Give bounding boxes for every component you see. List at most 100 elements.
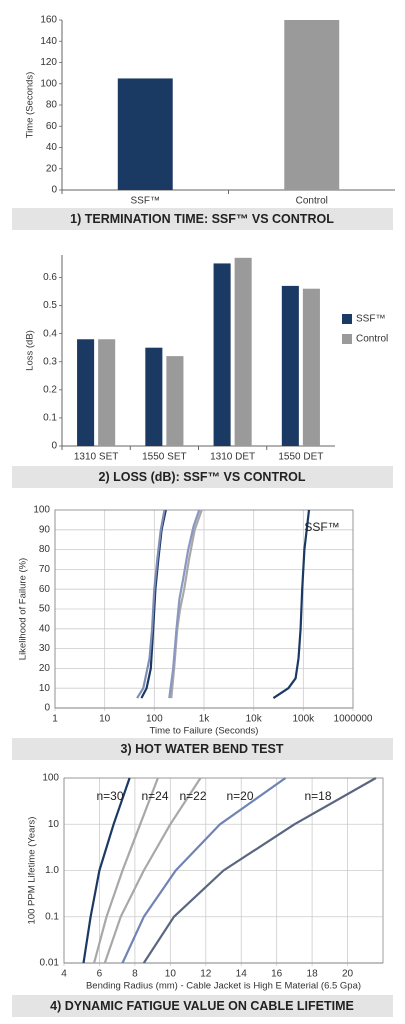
- y-tick-label: 0.1: [43, 413, 57, 424]
- y-tick-label: 0.2: [43, 384, 57, 395]
- data-line: [103, 777, 202, 964]
- data-line: [168, 509, 201, 699]
- y-tick-label: 140: [40, 36, 57, 47]
- caption-box: [12, 995, 393, 1017]
- bar: [77, 339, 95, 446]
- annotation: SSF™: [304, 520, 339, 534]
- x-tick-label: 1550 SET: [142, 452, 186, 463]
- caption-box: [12, 738, 393, 760]
- y-tick-label: 0: [51, 185, 57, 196]
- data-line: [142, 777, 377, 964]
- y-tick-label: 160: [40, 15, 57, 26]
- x-tick-label: 20: [342, 969, 354, 980]
- y-tick-label: 30: [39, 643, 51, 654]
- y-tick-label: 0.1: [45, 911, 59, 922]
- y-axis-label: Likelihood of Failure (%): [18, 558, 29, 660]
- x-tick-label: Control: [296, 196, 328, 207]
- bar: [234, 257, 252, 446]
- x-axis-label: Time to Failure (Seconds): [150, 726, 259, 737]
- y-axis-label: Loss (dB): [25, 330, 36, 371]
- data-line: [136, 509, 166, 699]
- x-tick-label: 1000000: [334, 714, 373, 725]
- bar: [213, 263, 231, 446]
- y-tick-label: 90: [39, 524, 51, 535]
- y-tick-label: 50: [39, 604, 51, 615]
- y-tick-label: 70: [39, 564, 51, 575]
- annotation: n=18: [304, 789, 331, 803]
- y-tick-label: 10: [39, 683, 51, 694]
- x-tick-label: 1: [52, 714, 58, 725]
- x-tick-label: 1310 DET: [210, 452, 255, 463]
- data-line: [93, 777, 159, 964]
- y-tick-label: 0: [51, 441, 57, 452]
- y-tick-label: 120: [40, 57, 57, 68]
- chart-caption: 1) TERMINATION TIME: SSF™ VS CONTROL: [70, 212, 334, 226]
- chart-caption: 2) LOSS (dB): SSF™ VS CONTROL: [99, 470, 306, 484]
- y-tick-label: 20: [46, 163, 58, 174]
- x-tick-label: SSF™: [131, 196, 160, 207]
- x-axis-label: Bending Radius (mm) - Cable Jacket is Hi…: [86, 981, 361, 992]
- y-tick-label: 60: [46, 121, 58, 132]
- x-tick-label: 100: [146, 714, 163, 725]
- y-tick-label: 40: [46, 142, 58, 153]
- data-line: [82, 777, 131, 964]
- bar: [117, 78, 173, 190]
- data-line: [121, 777, 287, 964]
- y-tick-label: 0.5: [43, 300, 57, 311]
- x-tick-label: 10k: [246, 714, 263, 725]
- annotation: n=24: [141, 789, 168, 803]
- y-tick-label: 100: [33, 505, 50, 516]
- data-line: [170, 509, 203, 699]
- x-tick-label: 1550 DET: [278, 452, 323, 463]
- y-tick-label: 0.4: [43, 328, 57, 339]
- plot-frame: [63, 777, 384, 964]
- y-tick-label: 80: [46, 100, 58, 111]
- bar: [281, 285, 299, 446]
- bar: [284, 20, 340, 190]
- legend-swatch: [342, 334, 352, 344]
- y-tick-label: 10: [48, 819, 60, 830]
- data-line: [272, 509, 311, 700]
- chart-caption: 3) HOT WATER BEND TEST: [121, 742, 284, 756]
- chart-caption: 4) DYNAMIC FATIGUE VALUE ON CABLE LIFETI…: [50, 999, 354, 1013]
- annotation: n=30: [96, 789, 123, 803]
- x-tick-label: 10: [99, 714, 111, 725]
- bar: [98, 339, 116, 446]
- x-tick-label: 10: [165, 969, 177, 980]
- x-tick-label: 12: [200, 969, 212, 980]
- y-tick-label: 0.01: [40, 958, 60, 969]
- y-axis-label: 100 PPM Lifetime (Years): [27, 817, 38, 925]
- x-tick-label: 14: [236, 969, 248, 980]
- y-tick-label: 0: [44, 703, 50, 714]
- x-tick-label: 4: [61, 969, 67, 980]
- y-tick-label: 0.3: [43, 356, 57, 367]
- y-tick-label: 100: [42, 773, 59, 784]
- y-tick-label: 100: [40, 78, 57, 89]
- x-tick-label: 16: [271, 969, 283, 980]
- y-tick-label: 80: [39, 544, 51, 555]
- bar: [302, 288, 320, 446]
- caption-box: [12, 208, 393, 230]
- bar: [145, 347, 163, 446]
- y-tick-label: 1.0: [45, 865, 59, 876]
- y-tick-label: 0.6: [43, 272, 57, 283]
- legend-label: Control: [356, 334, 388, 345]
- x-tick-label: 6: [97, 969, 103, 980]
- x-tick-label: 100k: [292, 714, 315, 725]
- legend-swatch: [342, 314, 352, 324]
- legend-label: SSF™: [356, 314, 385, 325]
- bar: [166, 356, 184, 446]
- y-tick-label: 60: [39, 584, 51, 595]
- plot-frame: [54, 509, 354, 709]
- x-tick-label: 18: [307, 969, 319, 980]
- x-tick-label: 1k: [199, 714, 211, 725]
- y-tick-label: 40: [39, 623, 51, 634]
- annotation: n=20: [226, 789, 253, 803]
- y-tick-label: 20: [39, 663, 51, 674]
- x-tick-label: 1310 SET: [74, 452, 118, 463]
- annotation: n=22: [179, 789, 206, 803]
- caption-box: [12, 466, 393, 488]
- x-tick-label: 8: [132, 969, 138, 980]
- y-axis-label: Time (Seconds): [25, 72, 36, 139]
